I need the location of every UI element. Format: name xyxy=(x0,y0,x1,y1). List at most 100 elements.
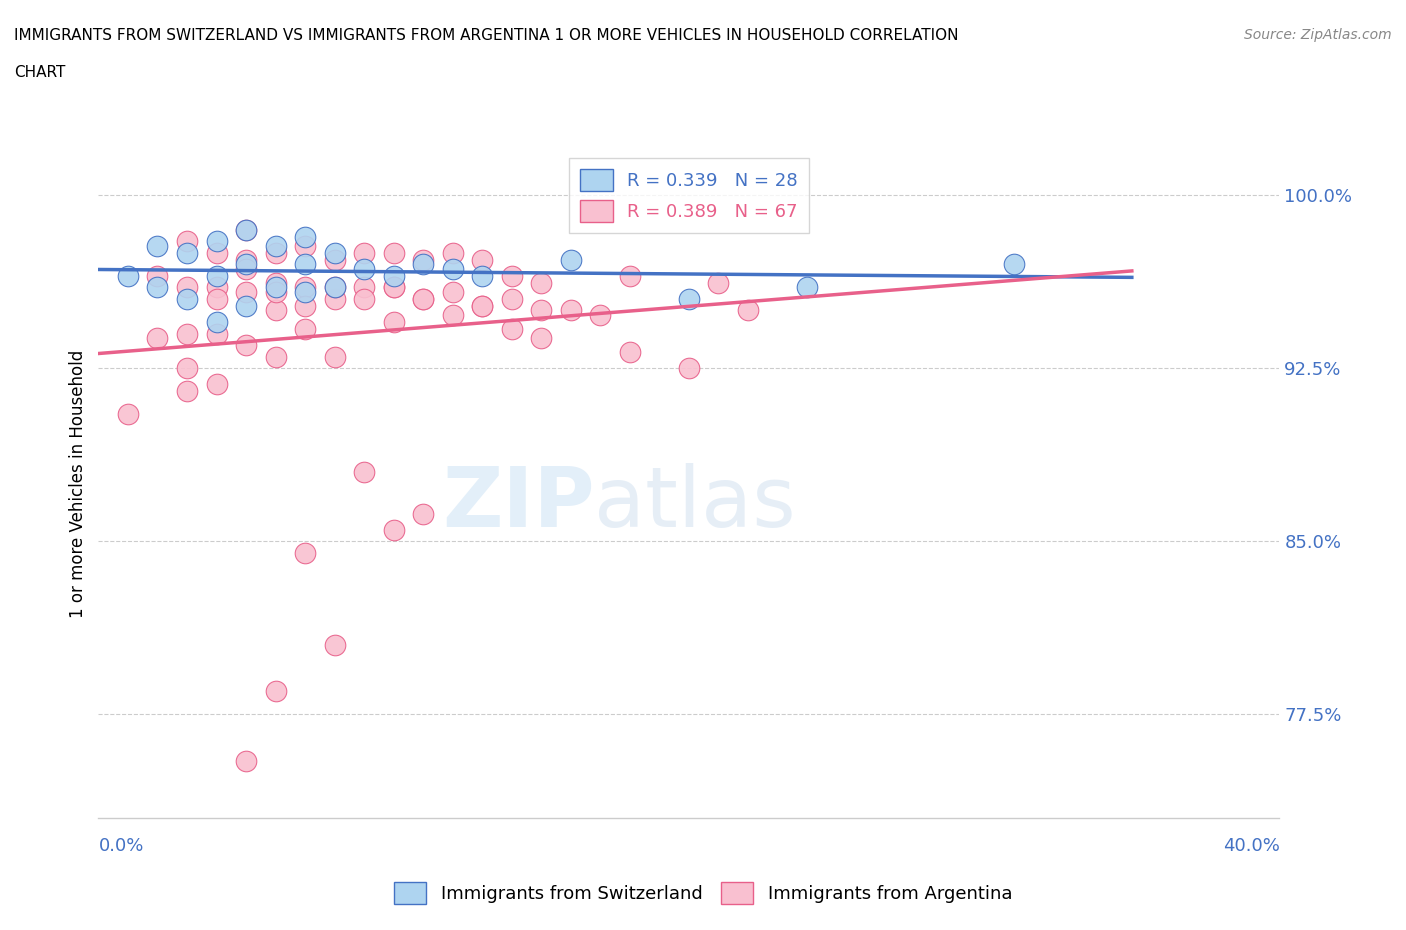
Point xyxy=(501,291,523,306)
Point xyxy=(294,299,316,313)
Point xyxy=(264,285,287,299)
Point xyxy=(382,280,405,295)
Point xyxy=(678,361,700,376)
Point xyxy=(176,280,198,295)
Point xyxy=(176,384,198,399)
Point xyxy=(560,303,582,318)
Legend: Immigrants from Switzerland, Immigrants from Argentina: Immigrants from Switzerland, Immigrants … xyxy=(387,875,1019,911)
Point xyxy=(441,308,464,323)
Point xyxy=(176,246,198,260)
Point xyxy=(471,299,494,313)
Y-axis label: 1 or more Vehicles in Household: 1 or more Vehicles in Household xyxy=(69,350,87,618)
Point xyxy=(205,377,228,392)
Point xyxy=(737,303,759,318)
Text: 0.0%: 0.0% xyxy=(98,837,143,855)
Point xyxy=(323,291,346,306)
Point xyxy=(323,280,346,295)
Point xyxy=(382,246,405,260)
Point xyxy=(382,269,405,284)
Point xyxy=(205,314,228,329)
Point xyxy=(205,280,228,295)
Point xyxy=(294,545,316,560)
Point xyxy=(294,229,316,244)
Legend: R = 0.339   N = 28, R = 0.389   N = 67: R = 0.339 N = 28, R = 0.389 N = 67 xyxy=(569,158,808,232)
Point xyxy=(146,280,169,295)
Point xyxy=(294,280,316,295)
Point xyxy=(235,285,257,299)
Point xyxy=(619,269,641,284)
Point xyxy=(264,684,287,698)
Point xyxy=(678,291,700,306)
Point xyxy=(235,338,257,352)
Point xyxy=(796,280,818,295)
Point xyxy=(294,257,316,272)
Point xyxy=(441,285,464,299)
Point xyxy=(382,280,405,295)
Text: ZIP: ZIP xyxy=(441,463,595,544)
Point xyxy=(264,280,287,295)
Point xyxy=(501,269,523,284)
Text: atlas: atlas xyxy=(595,463,796,544)
Point xyxy=(264,246,287,260)
Point xyxy=(471,269,494,284)
Point xyxy=(1002,257,1025,272)
Point xyxy=(146,238,169,253)
Point xyxy=(353,291,375,306)
Point xyxy=(353,261,375,276)
Point xyxy=(412,506,434,521)
Point xyxy=(353,280,375,295)
Point xyxy=(205,326,228,341)
Point xyxy=(471,252,494,267)
Point xyxy=(382,314,405,329)
Point xyxy=(323,280,346,295)
Point xyxy=(235,753,257,768)
Point xyxy=(530,275,553,290)
Point xyxy=(323,349,346,364)
Point xyxy=(235,252,257,267)
Point xyxy=(235,261,257,276)
Point xyxy=(412,291,434,306)
Point xyxy=(382,523,405,538)
Point xyxy=(412,257,434,272)
Point xyxy=(117,269,139,284)
Point xyxy=(205,291,228,306)
Point xyxy=(146,269,169,284)
Point xyxy=(294,322,316,337)
Point xyxy=(560,252,582,267)
Point xyxy=(235,299,257,313)
Point xyxy=(176,326,198,341)
Point xyxy=(530,331,553,346)
Point xyxy=(471,299,494,313)
Point xyxy=(264,275,287,290)
Point xyxy=(235,222,257,237)
Point xyxy=(619,344,641,359)
Point xyxy=(353,465,375,480)
Point xyxy=(441,261,464,276)
Point xyxy=(294,238,316,253)
Text: Source: ZipAtlas.com: Source: ZipAtlas.com xyxy=(1244,28,1392,42)
Point xyxy=(323,246,346,260)
Point xyxy=(235,257,257,272)
Point xyxy=(264,349,287,364)
Point xyxy=(323,638,346,653)
Point xyxy=(707,275,730,290)
Point xyxy=(589,308,612,323)
Point xyxy=(205,246,228,260)
Text: IMMIGRANTS FROM SWITZERLAND VS IMMIGRANTS FROM ARGENTINA 1 OR MORE VEHICLES IN H: IMMIGRANTS FROM SWITZERLAND VS IMMIGRANT… xyxy=(14,28,959,43)
Point xyxy=(264,238,287,253)
Point xyxy=(264,303,287,318)
Point xyxy=(530,303,553,318)
Point xyxy=(441,246,464,260)
Point xyxy=(205,269,228,284)
Point xyxy=(235,222,257,237)
Point xyxy=(176,361,198,376)
Text: CHART: CHART xyxy=(14,65,66,80)
Point xyxy=(412,252,434,267)
Point xyxy=(353,246,375,260)
Point xyxy=(205,233,228,248)
Point xyxy=(176,233,198,248)
Point xyxy=(501,322,523,337)
Point xyxy=(323,252,346,267)
Point xyxy=(176,291,198,306)
Point xyxy=(294,285,316,299)
